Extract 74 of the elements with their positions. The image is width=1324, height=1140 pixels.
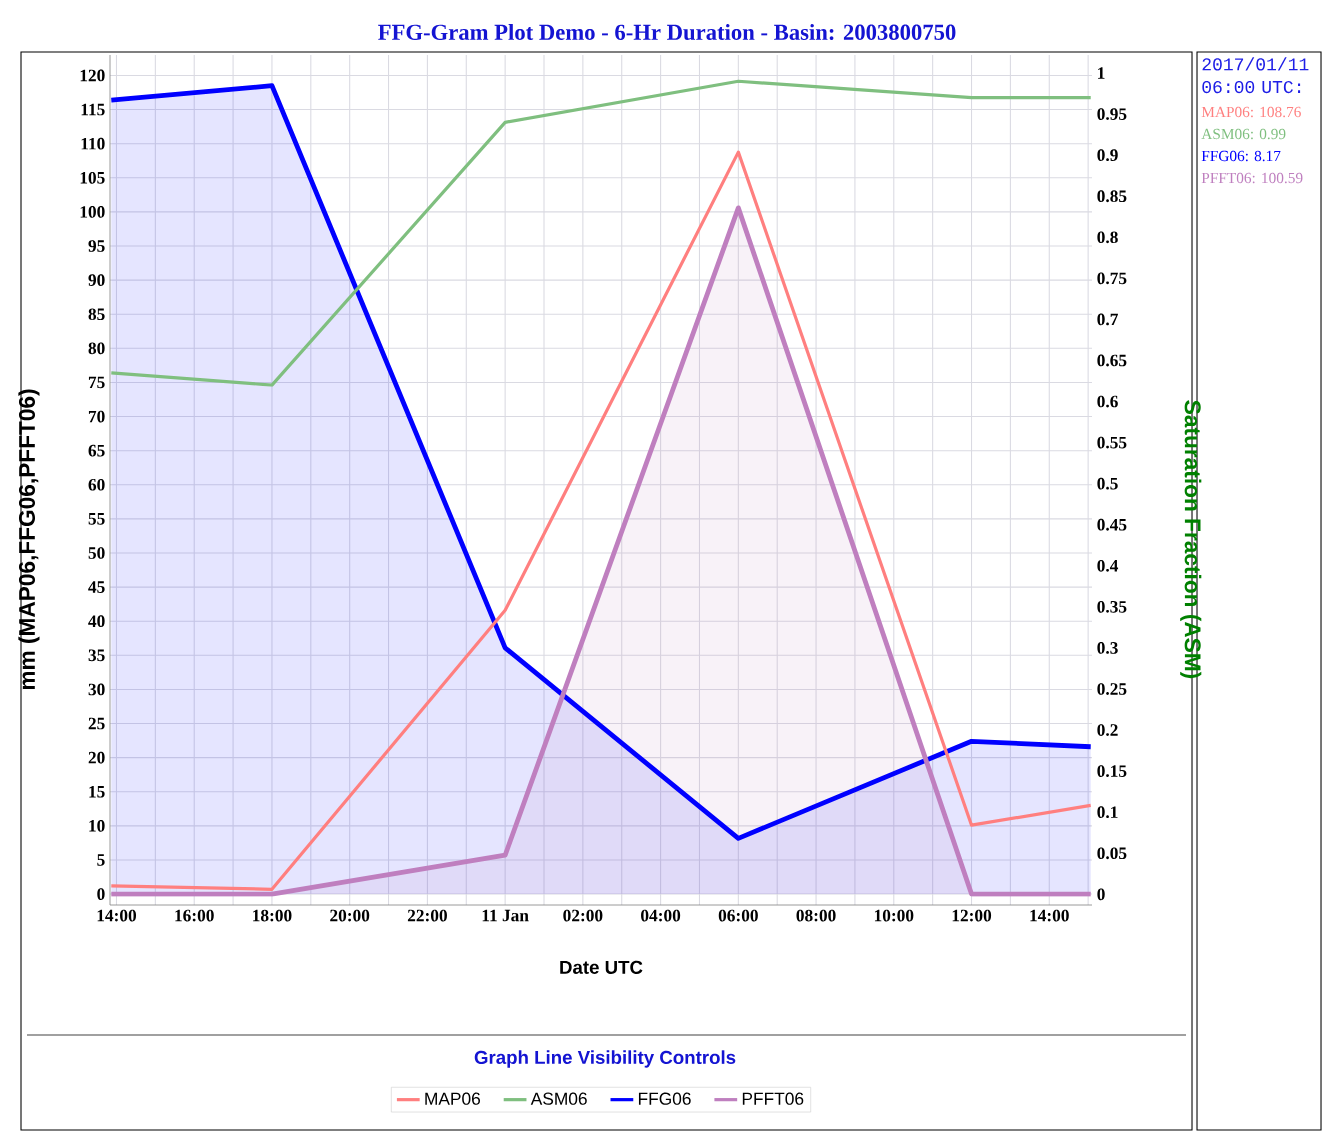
y2-tick-label: 0.45 xyxy=(1097,518,1127,531)
y2-tick-label: 0.1 xyxy=(1097,806,1118,819)
y-tick-label: 5 xyxy=(97,854,105,866)
text: PFFT06: 100.59 xyxy=(1201,172,1303,184)
y-tick-label: 60 xyxy=(88,478,105,491)
y-tick-label: 30 xyxy=(88,683,105,696)
x-tick-label: 11 Jan xyxy=(482,909,529,922)
legend-label: MAP06 xyxy=(425,1092,481,1105)
y2-tick-label: 0 xyxy=(1097,888,1105,901)
text: FFG06: 8.17 xyxy=(1201,150,1281,162)
legend-label: PFFT06 xyxy=(742,1092,804,1105)
y-tick-label: 105 xyxy=(80,171,105,184)
y2-tick-label: 0.4 xyxy=(1097,559,1119,572)
x-tick-label: 12:00 xyxy=(952,909,992,922)
y-tick-label: 25 xyxy=(88,717,105,730)
y-tick-label: 85 xyxy=(88,308,105,321)
legend-label: ASM06 xyxy=(530,1092,587,1105)
y2-axis-title: Saturation Fraction (ASM) xyxy=(1180,400,1202,679)
y2-tick-label: 0.5 xyxy=(1097,477,1118,490)
y2-tick-label: 0.9 xyxy=(1097,149,1118,162)
y-tick-label: 120 xyxy=(80,69,105,82)
x-tick-label: 02:00 xyxy=(563,909,603,922)
x-tick-label: 14:00 xyxy=(97,909,137,922)
y-tick-label: 110 xyxy=(81,137,105,150)
x-axis-title: Date UTC xyxy=(560,960,643,974)
x-tick-label: 20:00 xyxy=(330,909,370,922)
x-tick-label: 04:00 xyxy=(641,909,681,922)
y2-tick-label: 0.7 xyxy=(1097,313,1118,326)
y2-tick-label: 0.75 xyxy=(1097,272,1127,285)
legend-title: Graph Line Visibility Controls xyxy=(474,1050,736,1068)
y2-tick-label: 0.3 xyxy=(1097,642,1118,654)
legend-label: FFG06 xyxy=(638,1092,691,1105)
y2-tick-label: 0.2 xyxy=(1097,724,1118,736)
text: 2017/01/11 06:00 UTC: xyxy=(1202,57,1309,94)
y2-tick-label: 0.35 xyxy=(1097,601,1127,613)
y2-tick-label: 0.15 xyxy=(1097,765,1127,778)
x-tick-label: 22:00 xyxy=(407,909,447,922)
y-axis-title: mm (MAP06,FFG06,PFFT06) xyxy=(18,389,40,690)
y-tick-label: 100 xyxy=(80,206,105,218)
y-tick-label: 45 xyxy=(88,581,105,593)
y-tick-label: 95 xyxy=(88,240,105,252)
y2-tick-label: 0.05 xyxy=(1097,847,1127,860)
y-tick-label: 75 xyxy=(88,376,105,389)
y-tick-label: 20 xyxy=(88,751,105,764)
x-tick-label: 10:00 xyxy=(874,909,914,922)
y-tick-label: 80 xyxy=(88,342,105,355)
x-tick-label: 08:00 xyxy=(796,909,836,922)
text: MAP06: 108.76 xyxy=(1201,106,1301,118)
y-tick-label: 40 xyxy=(88,615,105,628)
y-tick-label: 15 xyxy=(89,785,105,798)
y-tick-label: 10 xyxy=(89,820,105,832)
y-tick-label: 90 xyxy=(88,274,105,286)
x-tick-label: 18:00 xyxy=(253,909,292,922)
x-tick-label: 16:00 xyxy=(175,909,214,922)
y2-tick-label: 1 xyxy=(1098,67,1105,79)
line-series xyxy=(110,79,1093,387)
y-tick-label: 65 xyxy=(88,444,105,457)
chart-title: FFG-Gram Plot Demo - 6-Hr Duration - Basin: 2003800750 xyxy=(378,23,956,41)
y-tick-label: 0 xyxy=(97,888,105,900)
y2-tick-label: 0.55 xyxy=(1097,436,1127,449)
y-tick-label: 50 xyxy=(88,547,105,559)
y2-tick-label: 0.95 xyxy=(1097,108,1127,121)
y-tick-label: 70 xyxy=(88,410,105,423)
x-tick-label: 06:00 xyxy=(718,909,758,922)
text: ASM06: 0.99 xyxy=(1201,128,1286,140)
y2-tick-label: 0.65 xyxy=(1097,354,1127,367)
y-tick-label: 115 xyxy=(81,103,105,116)
y2-tick-label: 0.6 xyxy=(1097,395,1118,408)
y2-tick-label: 0.85 xyxy=(1097,190,1127,203)
x-tick-label: 14:00 xyxy=(1030,909,1069,922)
y2-tick-label: 0.25 xyxy=(1097,683,1127,695)
y2-tick-label: 0.8 xyxy=(1097,231,1118,244)
y-tick-label: 55 xyxy=(88,513,105,525)
y-tick-label: 35 xyxy=(88,649,105,662)
